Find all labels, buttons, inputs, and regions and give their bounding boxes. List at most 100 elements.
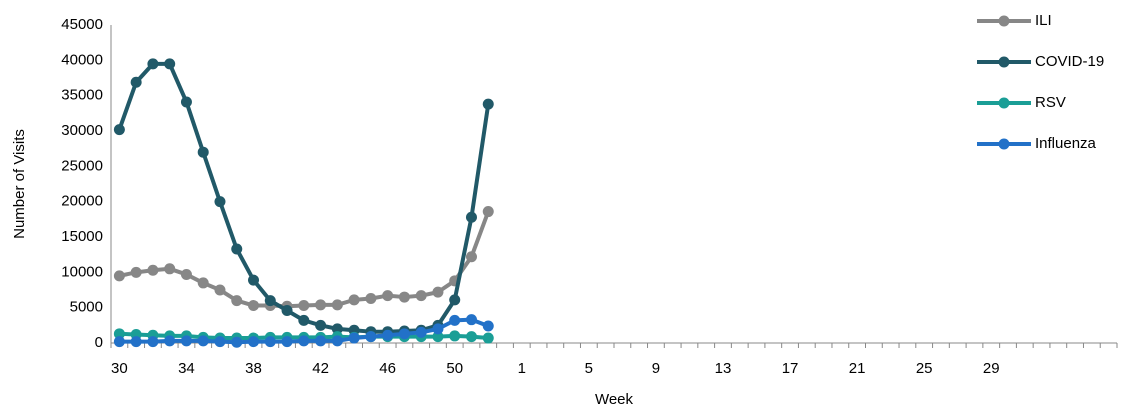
data-point	[449, 294, 461, 306]
y-tick-label: 45000	[61, 16, 103, 33]
data-point	[147, 336, 159, 348]
data-point	[130, 76, 142, 88]
y-tick-label: 35000	[61, 87, 103, 104]
data-point	[197, 146, 209, 158]
legend-label: COVID-19	[1035, 53, 1104, 70]
data-point	[180, 335, 192, 347]
data-point	[130, 266, 142, 278]
y-tick-label: 0	[95, 334, 103, 351]
x-tick-label: 9	[652, 360, 660, 377]
x-tick-label: 1	[518, 360, 526, 377]
data-point	[398, 291, 410, 303]
x-tick-label: 21	[849, 360, 866, 377]
data-point	[264, 336, 276, 348]
data-point	[365, 292, 377, 304]
y-tick-label: 40000	[61, 51, 103, 68]
data-point	[281, 304, 293, 316]
x-tick-label: 34	[178, 360, 195, 377]
data-point	[147, 264, 159, 276]
data-point	[382, 290, 394, 302]
data-point	[482, 98, 494, 110]
data-point	[415, 326, 427, 338]
data-point	[482, 206, 494, 218]
data-point	[398, 328, 410, 340]
y-tick-label: 20000	[61, 193, 103, 210]
data-point	[482, 320, 494, 332]
legend-marker	[998, 56, 1010, 68]
data-point	[315, 319, 327, 331]
x-tick-label: 38	[245, 360, 262, 377]
data-point	[298, 300, 310, 312]
data-point	[231, 336, 243, 348]
data-point	[432, 286, 444, 298]
data-point	[465, 211, 477, 223]
data-point	[231, 243, 243, 255]
data-point	[113, 124, 125, 136]
x-tick-label: 5	[585, 360, 593, 377]
data-point	[298, 335, 310, 347]
data-point	[281, 336, 293, 348]
data-point	[348, 332, 360, 344]
x-tick-label: 25	[916, 360, 933, 377]
data-point	[147, 58, 159, 70]
data-point	[214, 336, 226, 348]
x-tick-label: 30	[111, 360, 128, 377]
x-tick-label: 50	[446, 360, 463, 377]
legend-marker	[998, 15, 1010, 27]
data-point	[465, 331, 477, 343]
data-point	[164, 263, 176, 275]
data-point	[415, 290, 427, 302]
data-point	[298, 314, 310, 326]
data-point	[315, 299, 327, 311]
x-tick-label: 13	[715, 360, 732, 377]
data-point	[482, 332, 494, 344]
data-point	[264, 295, 276, 307]
data-point	[331, 323, 343, 335]
data-point	[113, 328, 125, 340]
data-point	[231, 295, 243, 307]
x-tick-label: 42	[312, 360, 329, 377]
data-point	[365, 331, 377, 343]
data-point	[331, 335, 343, 347]
y-tick-label: 5000	[70, 299, 103, 316]
data-point	[465, 314, 477, 326]
data-point	[214, 196, 226, 208]
legend-marker	[998, 138, 1010, 150]
y-axis-title: Number of Visits	[11, 129, 28, 239]
data-point	[180, 96, 192, 108]
data-point	[130, 336, 142, 348]
y-tick-label: 15000	[61, 228, 103, 245]
legend-label: ILI	[1035, 12, 1052, 29]
data-point	[432, 323, 444, 335]
data-point	[432, 331, 444, 343]
legend-label: RSV	[1035, 94, 1066, 111]
legend-label: Influenza	[1035, 135, 1097, 152]
data-point	[248, 336, 260, 348]
data-point	[449, 314, 461, 326]
y-tick-label: 10000	[61, 263, 103, 280]
data-point	[164, 335, 176, 347]
x-tick-label: 17	[782, 360, 799, 377]
y-tick-label: 30000	[61, 122, 103, 139]
data-point	[331, 299, 343, 311]
data-point	[214, 284, 226, 296]
data-point	[197, 277, 209, 289]
x-axis-title: Week	[595, 391, 634, 408]
data-point	[449, 330, 461, 342]
data-point	[164, 58, 176, 70]
data-point	[180, 268, 192, 280]
legend-marker	[998, 97, 1010, 109]
data-point	[348, 294, 360, 306]
data-point	[113, 336, 125, 348]
data-point	[315, 335, 327, 347]
x-tick-label: 29	[983, 360, 1000, 377]
data-point	[382, 329, 394, 341]
data-point	[113, 270, 125, 282]
data-point	[465, 251, 477, 263]
y-tick-label: 25000	[61, 157, 103, 174]
data-point	[197, 335, 209, 347]
x-tick-label: 46	[379, 360, 396, 377]
data-point	[248, 274, 260, 286]
data-point	[248, 300, 260, 312]
